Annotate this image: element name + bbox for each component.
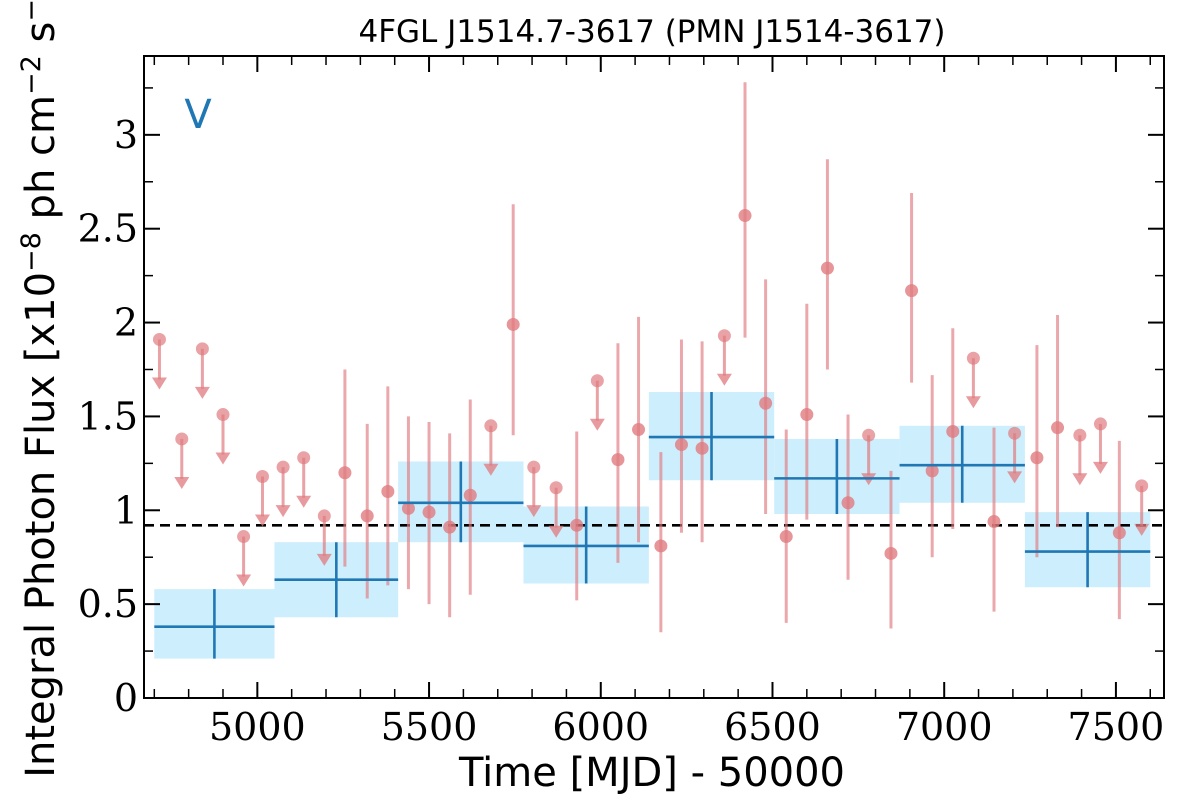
detection-point <box>632 423 646 437</box>
detection-point <box>674 438 688 452</box>
upper-limit-point <box>966 351 980 365</box>
chart-title: 4FGL J1514.7-3617 (PMN J1514-3617) <box>358 14 945 50</box>
detection-point <box>463 488 477 502</box>
upper-limit-arrow <box>254 514 270 527</box>
upper-limit-arrow <box>483 463 499 476</box>
y-tick-label: 1.5 <box>78 394 138 438</box>
upper-limit-point <box>152 332 166 346</box>
upper-limit-point <box>1093 417 1107 431</box>
x-tick-label: 7000 <box>896 705 993 749</box>
upper-limit-arrow <box>1072 473 1088 486</box>
upper-limit-arrow <box>1134 523 1150 536</box>
yearly-bin-marks-layer <box>154 392 1151 659</box>
upper-limit-arrow <box>194 386 210 399</box>
detection-point <box>779 530 793 544</box>
upper-limit-point <box>297 451 311 465</box>
detection-point <box>987 515 1001 529</box>
detection-point <box>611 453 625 467</box>
x-tick-label: 6500 <box>724 705 821 749</box>
detection-point <box>1030 451 1044 465</box>
upper-limit-point <box>1008 426 1022 440</box>
y-tick-label: 2 <box>114 301 138 345</box>
monthly-errorbars-layer <box>151 82 1150 633</box>
x-tick-label: 5500 <box>381 705 478 749</box>
detection-point <box>443 520 457 534</box>
upper-limit-point <box>175 432 189 446</box>
x-tick-label: 7500 <box>1068 705 1165 749</box>
detection-point <box>884 546 898 560</box>
detection-point <box>506 317 520 331</box>
detection-point <box>1051 421 1065 435</box>
upper-limit-point <box>527 460 541 474</box>
upper-limit-point <box>255 469 269 483</box>
upper-limit-arrow <box>526 505 542 518</box>
detection-point <box>422 505 436 519</box>
detection-point <box>570 518 584 532</box>
axes-layer: 5000 5500 6000 6500 7000 7500 0 0.5 1 1.5 2 2.5 3 <box>78 55 1165 749</box>
upper-limit-arrow <box>174 476 190 489</box>
detection-point <box>738 209 752 223</box>
upper-limit-arrow <box>296 495 312 508</box>
detection-point <box>338 466 352 480</box>
upper-limit-arrow <box>965 396 981 409</box>
detection-point <box>401 501 415 515</box>
upper-limit-arrow <box>1007 471 1023 484</box>
upper-limit-arrow <box>548 525 564 538</box>
detection-point <box>654 539 668 553</box>
upper-limit-arrow <box>589 418 605 431</box>
detection-point <box>820 261 834 275</box>
plot-frame <box>143 55 1165 699</box>
detection-point <box>759 396 773 410</box>
y-axis-label: Integral Photon Flux [x10−8 ph cm−2 s−1] <box>16 0 64 778</box>
detection-point <box>381 485 395 499</box>
upper-limit-point <box>237 530 251 544</box>
detection-point <box>1112 526 1126 540</box>
upper-limit-point <box>195 342 209 356</box>
y-tick-label: 2.5 <box>78 207 138 251</box>
upper-limit-arrow <box>215 452 231 465</box>
detection-point <box>841 496 855 510</box>
x-tick-label: 6000 <box>552 705 649 749</box>
upper-limit-point <box>862 428 876 442</box>
y-tick-label: 1 <box>114 488 138 532</box>
upper-limit-point <box>590 374 604 388</box>
upper-limit-point <box>216 408 230 422</box>
detection-point <box>925 464 939 478</box>
upper-limit-arrow <box>716 373 732 386</box>
upper-limit-point <box>549 481 563 495</box>
y-tick-label: 0.5 <box>78 582 138 626</box>
y-tick-label: 0 <box>114 676 138 720</box>
upper-limit-point <box>484 419 498 433</box>
upper-limit-point <box>317 509 331 523</box>
upper-limit-arrow <box>316 553 332 566</box>
upper-limit-point <box>1135 479 1149 493</box>
upper-limit-arrow <box>236 574 252 587</box>
upper-limit-arrow <box>275 505 291 518</box>
detection-point <box>360 509 374 523</box>
panel-label: V <box>184 92 212 138</box>
upper-limit-point <box>1073 428 1087 442</box>
x-tick-label: 5000 <box>209 705 306 749</box>
x-axis-label: Time [MJD] - 50000 <box>458 750 845 796</box>
detection-point <box>946 424 960 438</box>
upper-limit-point <box>276 460 290 474</box>
detection-point <box>905 284 919 298</box>
detection-point <box>800 408 814 422</box>
y-tick-label: 3 <box>114 113 138 157</box>
detection-point <box>695 441 709 455</box>
upper-limit-arrow <box>1092 461 1108 474</box>
upper-limit-arrow <box>151 377 167 390</box>
upper-limit-point <box>717 329 731 343</box>
monthly-points-layer <box>152 209 1149 560</box>
